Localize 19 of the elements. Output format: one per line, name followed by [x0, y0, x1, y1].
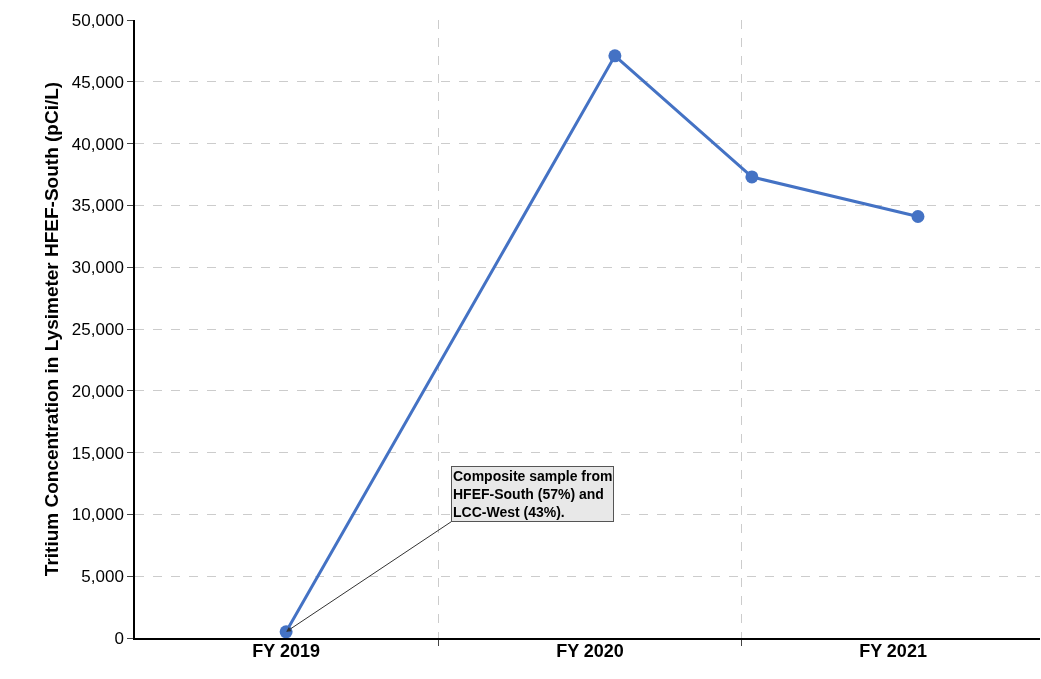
point [745, 170, 759, 184]
y-tick-label: 45,000 [71, 72, 124, 92]
point [608, 49, 622, 63]
y-tick-label: 20,000 [71, 381, 124, 401]
y-tick-label: 0 [114, 628, 124, 648]
y-tick-label: 10,000 [71, 505, 124, 525]
x-tick-label: FY 2021 [859, 641, 927, 661]
x-tick-label: FY 2020 [556, 641, 624, 661]
y-tick-label: 35,000 [71, 196, 124, 216]
y-tick-label: 5,000 [81, 567, 124, 587]
y-tick-label: 40,000 [71, 134, 124, 154]
annotation: Composite sample from HFEF-South (57%) and LCC-West (43%). [453, 468, 613, 521]
y-tick-label: 25,000 [71, 319, 124, 339]
point [911, 210, 925, 224]
x-tick-label: FY 2019 [252, 641, 320, 661]
y-axis-title: Tritium Concentration in Lysimeter HFEF-South (pCi/L) [41, 81, 63, 577]
y-tick-label: 30,000 [71, 258, 124, 278]
y-tick-label: 15,000 [71, 443, 124, 463]
y-tick-label: 50,000 [71, 10, 124, 30]
